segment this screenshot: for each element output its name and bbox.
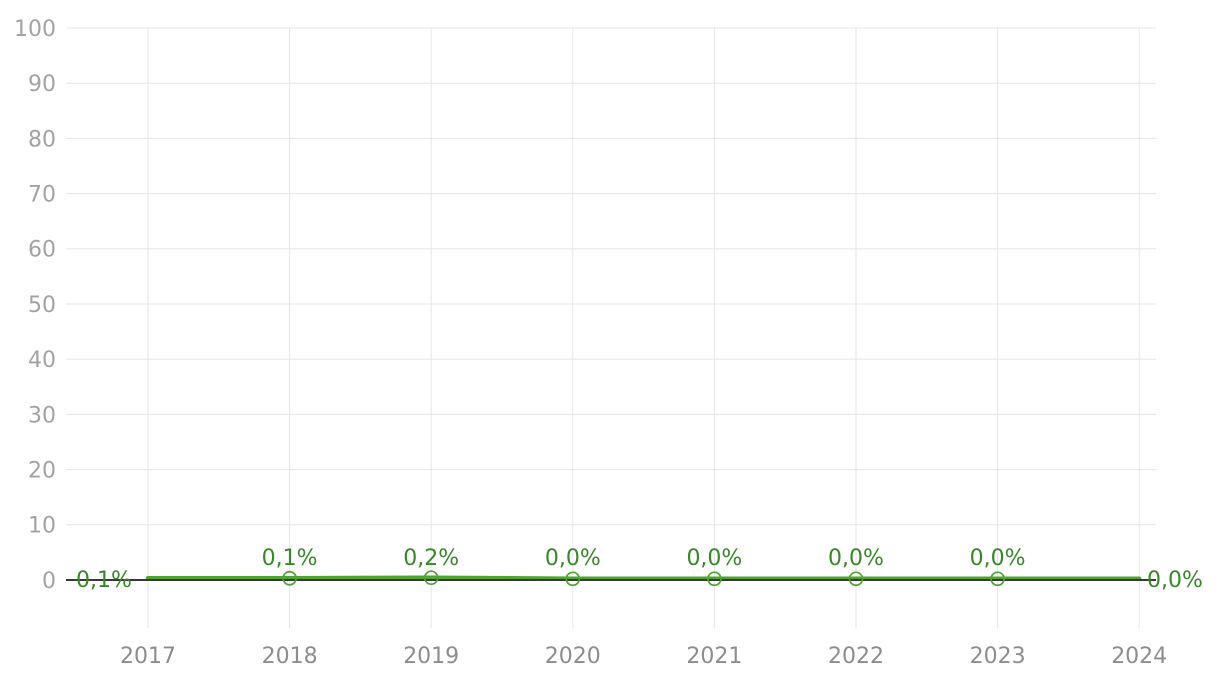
data-point-marker[interactable]	[848, 571, 864, 587]
x-axis-tick-label: 2021	[686, 644, 742, 669]
y-axis-tick-label: 0	[42, 569, 56, 594]
y-axis-tick-label: 40	[28, 348, 56, 373]
y-axis-tick-label: 100	[14, 17, 56, 42]
data-point-label: 0,0%	[686, 546, 742, 571]
y-axis-tick-label: 90	[28, 72, 56, 97]
series-line	[145, 575, 1142, 582]
y-axis-tick-label: 10	[28, 514, 56, 539]
data-point-marker[interactable]	[565, 571, 581, 587]
x-axis-tick-label: 2020	[545, 644, 601, 669]
data-point-label: 0,2%	[403, 546, 459, 571]
data-point-label: 0,1%	[262, 546, 318, 571]
x-axis-tick-label: 2022	[828, 644, 884, 669]
x-axis-tick-label: 2023	[970, 644, 1026, 669]
x-axis-tick-label: 2024	[1111, 644, 1167, 669]
x-axis-tick-label: 2017	[120, 644, 176, 669]
y-axis-tick-label: 50	[28, 293, 56, 318]
y-axis-tick-label: 60	[28, 238, 56, 263]
data-point-label: 0,0%	[970, 546, 1026, 571]
x-axis-tick-label: 2019	[403, 644, 459, 669]
data-point-label: 0,0%	[1147, 568, 1203, 593]
data-point-marker[interactable]	[282, 570, 297, 586]
data-point-marker[interactable]	[707, 571, 722, 587]
y-axis-tick-label: 80	[28, 127, 56, 152]
data-point-label: 0,0%	[545, 546, 601, 571]
y-axis-tick-label: 30	[28, 403, 56, 428]
y-axis-tick-label: 20	[28, 459, 56, 484]
data-point-marker[interactable]	[990, 571, 1005, 587]
y-axis-tick-label: 70	[28, 183, 56, 208]
x-axis-tick-label: 2018	[262, 644, 318, 669]
data-point-label: 0,0%	[828, 546, 884, 571]
data-point-label: 0,1%	[76, 568, 132, 593]
data-point-marker[interactable]	[423, 570, 439, 586]
